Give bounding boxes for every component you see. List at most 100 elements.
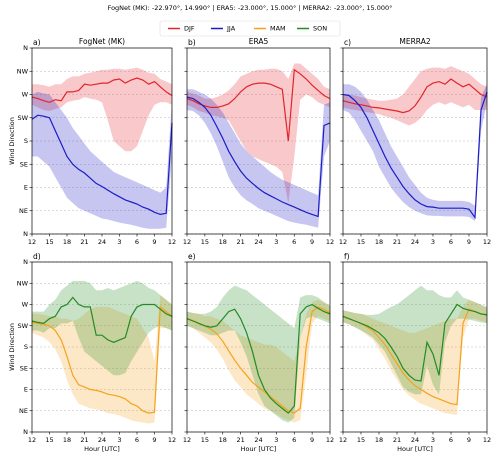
spread-band xyxy=(187,63,330,203)
panel-label: b) xyxy=(188,38,196,47)
x-tick-label: 12 xyxy=(483,238,491,246)
x-tick-label: 12 xyxy=(326,238,334,246)
y-tick-label: N xyxy=(23,258,28,266)
y-tick-label: SE xyxy=(20,160,28,168)
y-tick-label: N xyxy=(23,230,28,238)
x-tick-label: 6 xyxy=(292,238,296,246)
x-tick-label: 6 xyxy=(292,436,296,444)
x-tick-label: 15 xyxy=(45,436,53,444)
series-line xyxy=(186,303,331,414)
series-line xyxy=(342,91,488,220)
y-tick-label: SW xyxy=(17,322,28,330)
x-tick-label: 12 xyxy=(326,436,334,444)
x-tick-label: 12 xyxy=(168,436,176,444)
x-tick-label: 24 xyxy=(411,436,419,444)
x-tick-label: 12 xyxy=(183,238,191,246)
x-axis-label: Hour [UTC] xyxy=(241,445,277,453)
legend-label: MAM xyxy=(270,25,286,33)
series-line xyxy=(31,305,173,414)
y-tick-label: N xyxy=(23,44,28,52)
y-tick-label: E xyxy=(24,184,28,192)
x-tick-label: 12 xyxy=(168,238,176,246)
x-tick-label: 3 xyxy=(431,436,435,444)
x-tick-label: 12 xyxy=(339,436,347,444)
spread-band xyxy=(343,84,487,222)
x-tick-label: 18 xyxy=(219,436,227,444)
panel-label: e) xyxy=(188,252,196,261)
y-axis-label: Wind Direction xyxy=(8,323,16,371)
series-line xyxy=(186,306,331,414)
plot-frame xyxy=(31,47,173,235)
series-line xyxy=(342,303,488,382)
x-axis-label: Hour [UTC] xyxy=(397,445,433,453)
y-tick-label: E xyxy=(24,386,28,394)
x-tick-label: 12 xyxy=(483,436,491,444)
panel-title: ERA5 xyxy=(249,37,269,46)
plot-frame xyxy=(342,261,488,433)
plot-frame xyxy=(31,261,173,433)
x-tick-label: 21 xyxy=(393,436,401,444)
x-tick-label: 18 xyxy=(375,436,383,444)
spread-band xyxy=(187,285,330,423)
x-tick-label: 15 xyxy=(201,238,209,246)
spread-band xyxy=(187,89,330,228)
x-tick-label: 24 xyxy=(98,436,106,444)
spread-band xyxy=(343,285,487,395)
plot-frame xyxy=(342,47,488,235)
y-tick-label: W xyxy=(22,301,29,309)
legend-label: JJA xyxy=(226,25,236,33)
y-tick-label: S xyxy=(24,137,28,145)
x-tick-label: 6 xyxy=(449,436,453,444)
x-tick-label: 18 xyxy=(63,238,71,246)
x-tick-label: 24 xyxy=(254,238,262,246)
figure-title: FogNet (MK): -22.970°, 14.990° | ERA5: -… xyxy=(108,4,393,12)
legend-box xyxy=(159,20,341,37)
x-tick-label: 21 xyxy=(80,436,88,444)
panel-label: c) xyxy=(344,38,351,47)
x-tick-label: 18 xyxy=(375,238,383,246)
x-tick-label: 15 xyxy=(357,238,365,246)
x-tick-label: 15 xyxy=(357,436,365,444)
y-axis-label: Wind Direction xyxy=(8,117,16,165)
y-tick-label: S xyxy=(24,343,28,351)
spread-band xyxy=(187,299,330,423)
x-tick-label: 24 xyxy=(411,238,419,246)
x-tick-label: 9 xyxy=(310,436,314,444)
x-tick-label: 12 xyxy=(28,436,36,444)
x-tick-label: 3 xyxy=(431,238,435,246)
x-tick-label: 24 xyxy=(254,436,262,444)
series-line xyxy=(31,114,173,216)
x-tick-label: 18 xyxy=(219,238,227,246)
x-tick-label: 9 xyxy=(152,436,156,444)
x-tick-label: 12 xyxy=(28,238,36,246)
series-line xyxy=(31,296,173,343)
plot-frame xyxy=(186,261,331,433)
x-tick-label: 21 xyxy=(236,238,244,246)
x-tick-label: 21 xyxy=(393,238,401,246)
x-tick-label: 6 xyxy=(135,238,139,246)
series-line xyxy=(186,96,331,218)
x-tick-label: 9 xyxy=(467,436,471,444)
y-tick-label: N xyxy=(23,428,28,436)
x-tick-label: 9 xyxy=(467,238,471,246)
series-line xyxy=(342,308,488,406)
panel-label: a) xyxy=(33,38,41,47)
y-tick-label: NE xyxy=(19,207,28,215)
panel-label: d) xyxy=(33,252,41,261)
x-tick-label: 9 xyxy=(310,238,314,246)
x-tick-label: 6 xyxy=(135,436,139,444)
y-tick-label: W xyxy=(22,91,29,99)
spread-band xyxy=(343,299,487,415)
panel-label: f) xyxy=(344,252,350,261)
panel-title: FogNet (MK) xyxy=(79,37,125,46)
x-tick-label: 12 xyxy=(339,238,347,246)
x-tick-label: 9 xyxy=(152,238,156,246)
plot-frame xyxy=(186,47,331,235)
x-tick-label: 12 xyxy=(183,436,191,444)
x-tick-label: 3 xyxy=(117,238,121,246)
x-tick-label: 3 xyxy=(274,436,278,444)
series-line xyxy=(31,77,173,103)
series-line xyxy=(186,68,331,142)
spread-band xyxy=(32,67,172,152)
